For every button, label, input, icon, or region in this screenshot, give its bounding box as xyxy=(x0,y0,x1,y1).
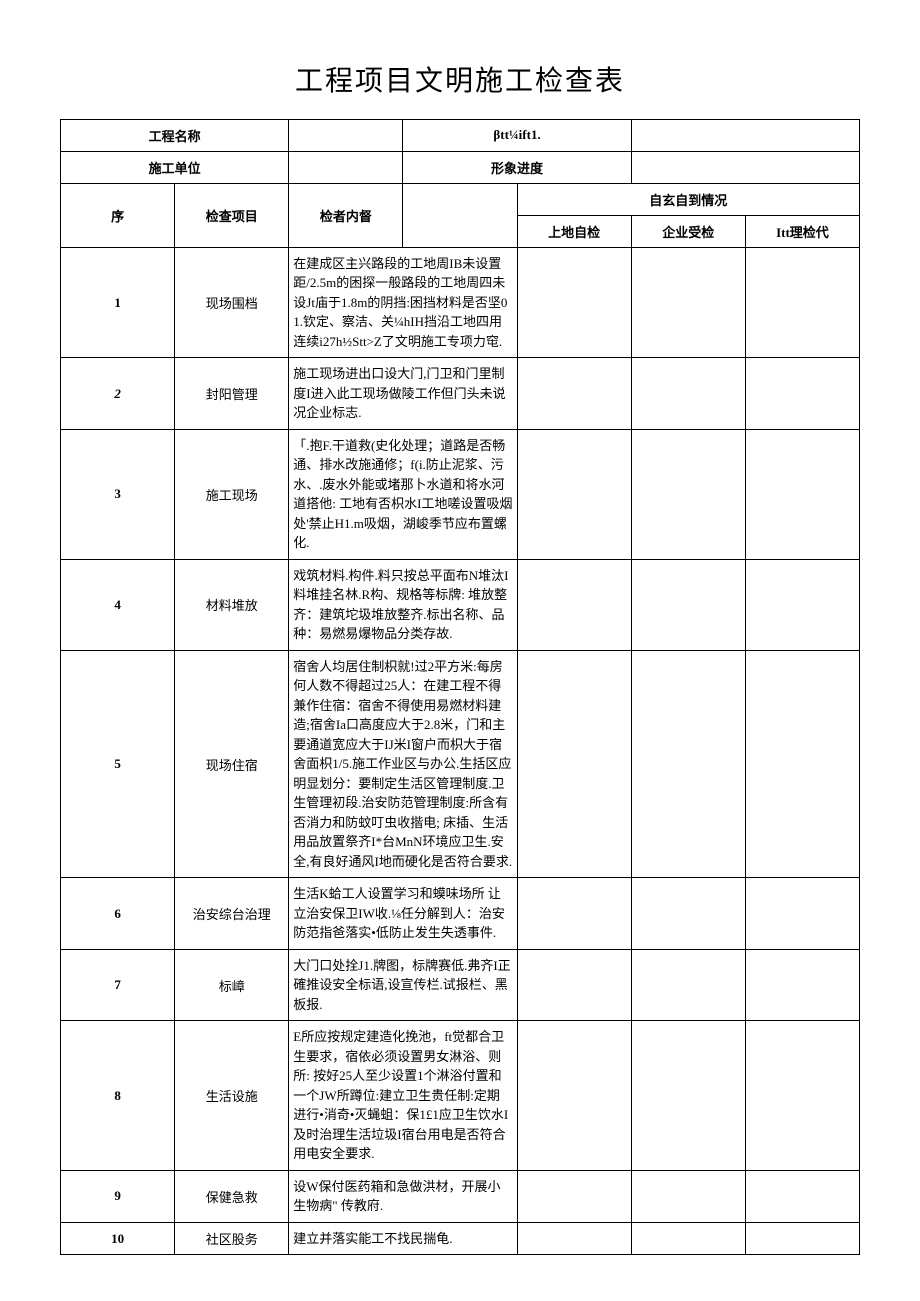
row-c2 xyxy=(631,559,745,650)
row-item: 社区股务 xyxy=(175,1222,289,1255)
row-content: 生活K蛤工人设置学习和蟆味场所 让立治安保卫IW收.⅛任分解到人：治安防范指爸落… xyxy=(289,878,517,950)
unit-value xyxy=(289,151,403,183)
row-content: 大门口处拴J1.牌图，标牌赛低.弗齐I正確推设安全标语,设宣传栏.试报栏、黑板报… xyxy=(289,949,517,1021)
row-c2 xyxy=(631,878,745,950)
col-c2: 企业受检 xyxy=(631,215,745,247)
row-c3 xyxy=(745,247,859,358)
row-content: 「.抱F.干道救(史化处理；道路是否畅通、排水改施通修；f(i.防止泥浆、污水、… xyxy=(289,429,517,559)
row-c3 xyxy=(745,949,859,1021)
row-item: 现场住宿 xyxy=(175,650,289,878)
row-content: 施工现场进出口设大门,门卫和门里制度I进入此工现场做陵工作但门头未说况企业标志. xyxy=(289,358,517,430)
header-right-label-1: βtt¼ift1. xyxy=(403,119,631,151)
row-c3 xyxy=(745,358,859,430)
row-c1 xyxy=(517,247,631,358)
header-right-value-1 xyxy=(631,119,859,151)
row-c1 xyxy=(517,949,631,1021)
row-item: 治安综台治理 xyxy=(175,878,289,950)
table-row: 8 生活设施 E所应按规定建造化挽池，ft觉都合卫生要求，宿依必须设置男女淋浴、… xyxy=(61,1021,860,1171)
row-c3 xyxy=(745,429,859,559)
row-seq: 2 xyxy=(61,358,175,430)
table-row: 10 社区股务 建立并落实能工不找民揣龟. xyxy=(61,1222,860,1255)
row-item: 施工现场 xyxy=(175,429,289,559)
row-c3 xyxy=(745,1021,859,1171)
row-seq: 9 xyxy=(61,1170,175,1222)
col-item: 检查项目 xyxy=(175,183,289,247)
row-content: 在建成区主兴路段的工地周IB未设置距/2.5m的困探一般路段的工地周四未设Jt庙… xyxy=(289,247,517,358)
row-content: 设W保付医药箱和急做洪材，开展小生物病" 传教府. xyxy=(289,1170,517,1222)
col-group: 自玄自到情况 xyxy=(517,183,859,215)
row-c1 xyxy=(517,878,631,950)
row-c3 xyxy=(745,650,859,878)
row-item: 封阳管理 xyxy=(175,358,289,430)
row-seq: 6 xyxy=(61,878,175,950)
row-c1 xyxy=(517,358,631,430)
table-row: 6 治安综台治理 生活K蛤工人设置学习和蟆味场所 让立治安保卫IW收.⅛任分解到… xyxy=(61,878,860,950)
project-name-value xyxy=(289,119,403,151)
table-row: 2 封阳管理 施工现场进出口设大门,门卫和门里制度I进入此工现场做陵工作但门头未… xyxy=(61,358,860,430)
row-c2 xyxy=(631,358,745,430)
progress-label: 形象进度 xyxy=(403,151,631,183)
table-row: 3 施工现场 「.抱F.干道救(史化处理；道路是否畅通、排水改施通修；f(i.防… xyxy=(61,429,860,559)
row-c3 xyxy=(745,559,859,650)
row-item: 保健急救 xyxy=(175,1170,289,1222)
table-row: 1 现场围档 在建成区主兴路段的工地周IB未设置距/2.5m的困探一般路段的工地… xyxy=(61,247,860,358)
row-seq: 10 xyxy=(61,1222,175,1255)
col-c1: 上地自检 xyxy=(517,215,631,247)
inspection-table: 工程名称 βtt¼ift1. 施工单位 形象进度 序 检查项目 检者内督 自玄自… xyxy=(60,119,860,1256)
row-seq: 8 xyxy=(61,1021,175,1171)
row-item: 现场围档 xyxy=(175,247,289,358)
row-c1 xyxy=(517,1222,631,1255)
row-c2 xyxy=(631,247,745,358)
spacer-cell xyxy=(403,183,517,215)
row-content: 宿舍人均居住制枳就!过2平方米:每房何人数不得超过25人：在建工程不得兼作住宿：… xyxy=(289,650,517,878)
row-seq: 5 xyxy=(61,650,175,878)
table-row: 7 标嶂 大门口处拴J1.牌图，标牌赛低.弗齐I正確推设安全标语,设宣传栏.试报… xyxy=(61,949,860,1021)
row-c2 xyxy=(631,650,745,878)
row-c1 xyxy=(517,1021,631,1171)
row-content: 戏筑材料.构件.料只按总平面布N堆汰I料堆挂名林.R构、规格等标牌: 堆放整齐：… xyxy=(289,559,517,650)
row-item: 材料堆放 xyxy=(175,559,289,650)
row-item: 生活设施 xyxy=(175,1021,289,1171)
row-c1 xyxy=(517,650,631,878)
page-title: 工程项目文明施工检查表 xyxy=(60,59,860,99)
row-c3 xyxy=(745,1222,859,1255)
row-c2 xyxy=(631,1021,745,1171)
row-c2 xyxy=(631,1222,745,1255)
row-c1 xyxy=(517,1170,631,1222)
col-seq: 序 xyxy=(61,183,175,247)
row-item: 标嶂 xyxy=(175,949,289,1021)
table-row: 9 保健急救 设W保付医药箱和急做洪材，开展小生物病" 传教府. xyxy=(61,1170,860,1222)
row-content: 建立并落实能工不找民揣龟. xyxy=(289,1222,517,1255)
col-c3: Itt理检代 xyxy=(745,215,859,247)
progress-value xyxy=(631,151,859,183)
row-c2 xyxy=(631,1170,745,1222)
row-c1 xyxy=(517,429,631,559)
row-c3 xyxy=(745,878,859,950)
row-c3 xyxy=(745,1170,859,1222)
row-content: E所应按规定建造化挽池，ft觉都合卫生要求，宿依必须设置男女淋浴、则所: 按好2… xyxy=(289,1021,517,1171)
row-c2 xyxy=(631,949,745,1021)
row-c2 xyxy=(631,429,745,559)
project-name-label: 工程名称 xyxy=(61,119,289,151)
table-row: 4 材料堆放 戏筑材料.构件.料只按总平面布N堆汰I料堆挂名林.R构、规格等标牌… xyxy=(61,559,860,650)
unit-label: 施工单位 xyxy=(61,151,289,183)
row-c1 xyxy=(517,559,631,650)
col-content: 检者内督 xyxy=(289,183,403,247)
row-seq: 7 xyxy=(61,949,175,1021)
table-row: 5 现场住宿 宿舍人均居住制枳就!过2平方米:每房何人数不得超过25人：在建工程… xyxy=(61,650,860,878)
row-seq: 4 xyxy=(61,559,175,650)
row-seq: 1 xyxy=(61,247,175,358)
spacer-cell-2 xyxy=(403,215,517,247)
row-seq: 3 xyxy=(61,429,175,559)
